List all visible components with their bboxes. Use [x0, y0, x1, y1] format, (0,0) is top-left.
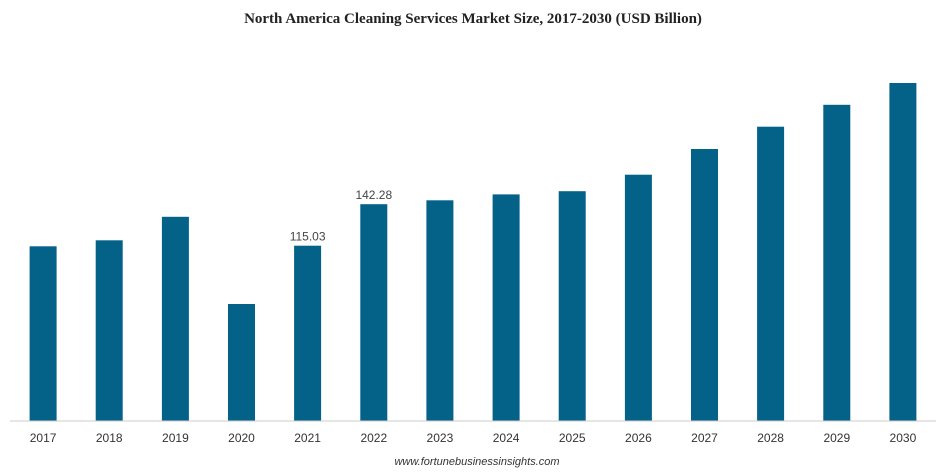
bar-2024: [492, 194, 520, 421]
bar-2023: [426, 200, 454, 421]
bar-2018: [95, 240, 123, 421]
bar-2030: [889, 83, 917, 421]
bar-2028: [757, 126, 785, 421]
x-tick-label-2025: 2025: [559, 431, 586, 445]
bars-group: [29, 83, 917, 422]
bar-2021: [294, 245, 322, 421]
x-tick-label-2023: 2023: [427, 431, 454, 445]
x-tick-label-2019: 2019: [162, 431, 189, 445]
x-tick-label-2022: 2022: [360, 431, 387, 445]
x-tick-label-2024: 2024: [493, 431, 520, 445]
x-tick-label-2026: 2026: [625, 431, 652, 445]
x-tick-label-2017: 2017: [30, 431, 57, 445]
data-label-2022: 142.28: [355, 188, 392, 202]
x-tick-label-2030: 2030: [890, 431, 917, 445]
x-tick-label-2029: 2029: [823, 431, 850, 445]
bar-2020: [228, 304, 255, 421]
data-labels: 115.03 142.28: [290, 188, 393, 244]
x-tick-label-2020: 2020: [228, 431, 255, 445]
bar-2027: [691, 149, 718, 421]
x-tick-label-2027: 2027: [691, 431, 718, 445]
bar-2026: [624, 174, 652, 421]
x-tick-label-2018: 2018: [96, 431, 123, 445]
data-label-2021: 115.03: [290, 230, 326, 244]
bar-2029: [823, 104, 851, 422]
x-tick-label-2028: 2028: [757, 431, 784, 445]
x-tick-label-2021: 2021: [294, 431, 321, 445]
bar-2022: [360, 204, 388, 421]
bar-2019: [161, 216, 189, 421]
x-tick-labels: 2017 2018 2019 2020 2021 2022 2023 2024 2025 2026…: [30, 431, 917, 445]
chart-title: North America Cleaning Services Market S…: [244, 11, 702, 27]
bar-2017: [29, 246, 57, 421]
source-credit: www.fortunebusinessinsights.com: [394, 456, 559, 468]
bar-2025: [558, 191, 586, 421]
